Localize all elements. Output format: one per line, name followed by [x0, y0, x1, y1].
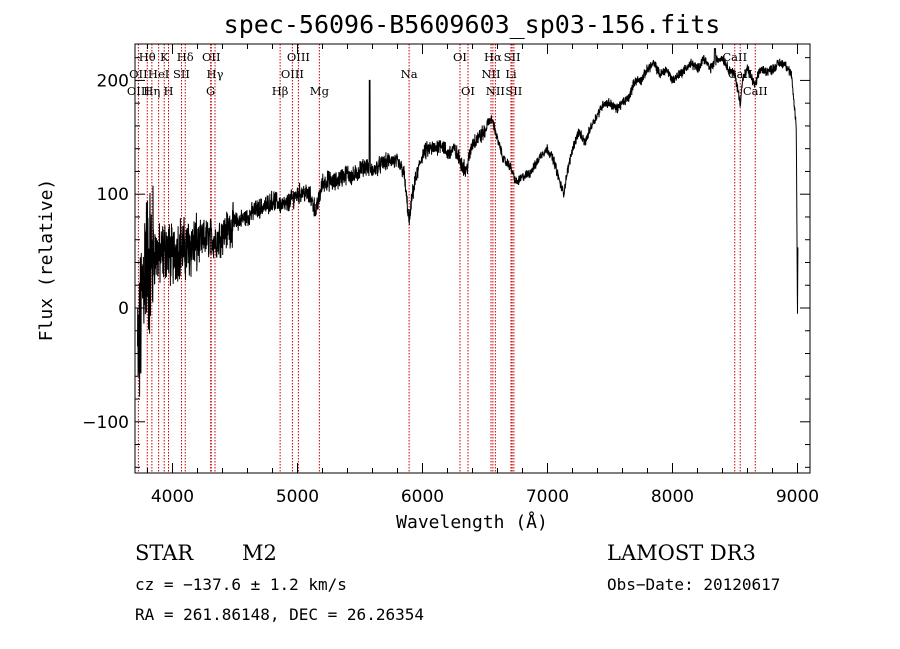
object-class: STAR [135, 541, 194, 565]
line-marker-label: OIII [281, 67, 304, 81]
object-subclass: M2 [242, 541, 277, 565]
y-tick-label: 200 [97, 71, 129, 91]
coordinates: RA = 261.86148, DEC = 26.26354 [135, 605, 424, 624]
line-marker-label: OIII [127, 84, 150, 98]
line-markers [137, 44, 756, 473]
x-axis-label: Wavelength (Å) [396, 511, 548, 533]
chart-title: spec-56096-B5609603_sp03-156.fits [224, 10, 721, 39]
line-marker-label: Hθ [139, 50, 156, 64]
line-marker-label: NII [481, 67, 500, 81]
line-marker-label: Hβ [272, 84, 289, 98]
line-marker-label: H [163, 84, 173, 98]
plot-frame [134, 43, 811, 474]
x-tick-label: 6000 [401, 487, 444, 507]
observation-date: Obs−Date: 20120617 [607, 575, 780, 594]
line-marker-label: Hγ [207, 67, 224, 81]
x-axis-ticks: 4000 5000 6000 7000 8000 9000 [147, 44, 819, 507]
line-marker-label: Hα [484, 50, 502, 64]
line-marker-label: OII [202, 50, 221, 64]
line-marker-label: HeI [148, 67, 169, 81]
y-tick-label: 0 [118, 299, 129, 319]
line-marker-label: Mg [310, 84, 330, 98]
x-tick-label: 7000 [526, 487, 569, 507]
line-marker-label: Hδ [177, 50, 194, 64]
survey-name: LAMOST DR3 [607, 541, 756, 565]
x-tick-label: 8000 [651, 487, 694, 507]
y-axis-ticks: −100 0 100 200 [82, 57, 810, 468]
line-marker-label: K [160, 50, 169, 64]
line-marker-label: SII [505, 84, 522, 98]
spectrum-series [137, 48, 799, 397]
line-marker-label: OIII [287, 50, 310, 64]
line-marker-label: OI [453, 50, 467, 64]
line-marker-label: Hη [143, 84, 160, 98]
line-marker-label: SII [504, 50, 521, 64]
y-axis-label: Flux (relative) [36, 179, 57, 342]
x-tick-label: 4000 [151, 487, 194, 507]
spectrum-line [137, 48, 799, 397]
line-marker-label: G [206, 84, 215, 98]
line-marker-label: CaII [722, 50, 747, 64]
redshift-cz: cz = −137.6 ± 1.2 km/s [135, 575, 347, 594]
x-tick-label: 5000 [276, 487, 319, 507]
y-tick-label: −100 [82, 413, 129, 433]
line-marker-label: OII [129, 67, 148, 81]
line-marker-label: NII [486, 84, 505, 98]
x-tick-label: 9000 [776, 487, 819, 507]
line-marker-label: SII [173, 67, 190, 81]
line-marker-label: OI [461, 84, 475, 98]
line-marker-label: Na [401, 67, 418, 81]
line-marker-label: CaII [743, 84, 768, 98]
line-marker-label: Li [505, 67, 517, 81]
y-tick-label: 100 [97, 185, 129, 205]
